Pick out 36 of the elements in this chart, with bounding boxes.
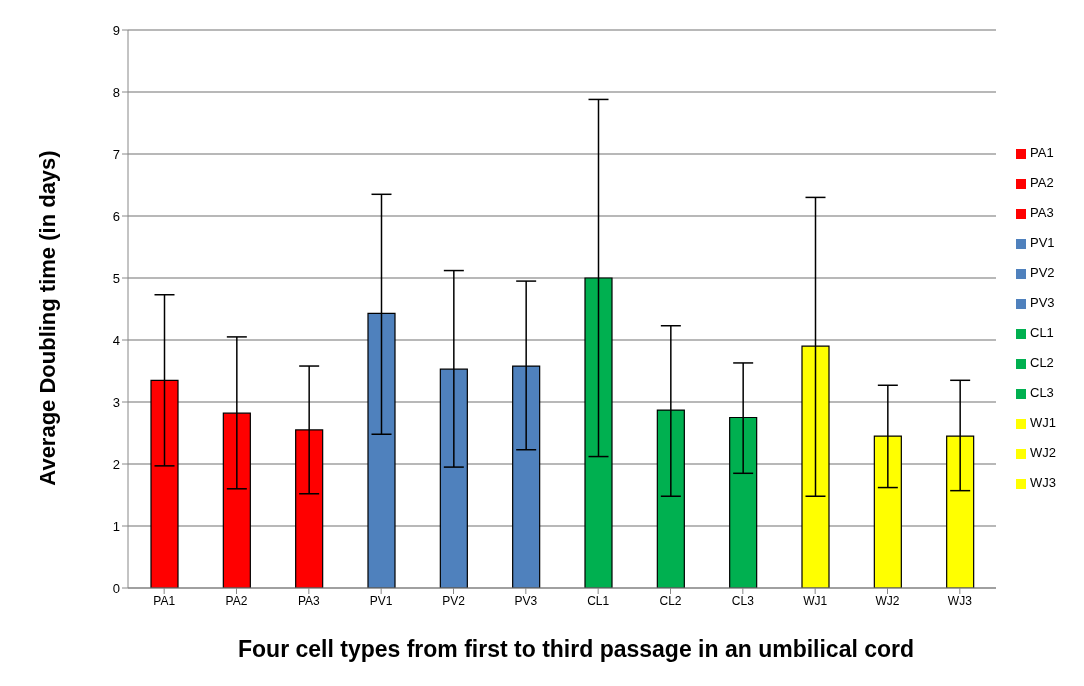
legend-label: CL3 <box>1030 385 1054 400</box>
y-tick-label: 3 <box>112 394 120 410</box>
legend-label: PA3 <box>1030 205 1054 220</box>
legend-label: WJ3 <box>1030 475 1056 490</box>
x-tick-label: WJ2 <box>875 593 900 608</box>
y-tick-label: 6 <box>112 208 120 224</box>
x-tick-label: PA1 <box>153 593 176 608</box>
x-axis-title: Four cell types from first to third passage in an umbilical cord <box>238 636 915 663</box>
legend-label: WJ2 <box>1030 445 1056 460</box>
legend-label: PV1 <box>1030 235 1055 250</box>
legend-label: WJ1 <box>1030 415 1056 430</box>
y-tick-label: 5 <box>112 270 120 286</box>
x-tick-label: CL2 <box>659 593 682 608</box>
y-tick-label: 2 <box>112 456 120 472</box>
y-tick-label: 8 <box>112 84 120 100</box>
x-tick-label: PV3 <box>514 593 538 608</box>
legend-label: CL1 <box>1030 325 1054 340</box>
legend-label: PV2 <box>1030 265 1055 280</box>
y-tick-label: 0 <box>112 580 120 596</box>
y-tick-label: 1 <box>112 518 120 534</box>
legend-label: PA2 <box>1030 175 1054 190</box>
y-tick-label: 4 <box>112 332 120 348</box>
legend-label: PA1 <box>1030 145 1054 160</box>
x-tick-label: CL3 <box>731 593 755 608</box>
y-tick-label: 7 <box>112 146 120 162</box>
x-tick-label: PA3 <box>297 593 321 608</box>
x-tick-label: PV1 <box>369 593 393 608</box>
x-tick-label: CL1 <box>587 593 610 608</box>
x-tick-label: PA2 <box>225 593 248 608</box>
x-tick-label: WJ1 <box>803 593 828 608</box>
x-tick-label: WJ3 <box>947 593 973 608</box>
x-tick-label: PV2 <box>442 593 466 608</box>
legend-label: CL2 <box>1030 355 1054 370</box>
y-tick-label: 9 <box>112 22 120 38</box>
legend-label: PV3 <box>1030 295 1055 310</box>
y-axis-title: Average Doubling time (in days) <box>35 150 61 486</box>
